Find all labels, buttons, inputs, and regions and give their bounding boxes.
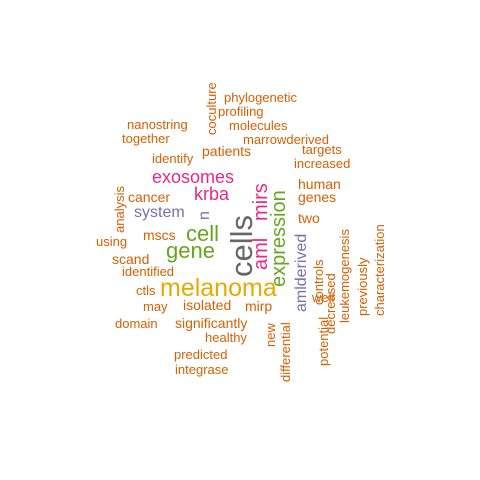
word-phylogenetic: phylogenetic [224, 90, 297, 105]
word-well: well [312, 290, 335, 305]
word-patients: patients [202, 143, 252, 159]
word-expression: expression [268, 190, 290, 287]
word-system: system [134, 204, 185, 221]
word-krba: krba [194, 184, 230, 204]
word-characterization: characterization [372, 224, 387, 316]
word-new: new [263, 323, 278, 347]
word-mscs: mscs [143, 227, 176, 243]
word-gene: gene [166, 238, 215, 263]
word-two: two [298, 210, 320, 226]
word-ctls: ctls [136, 283, 156, 298]
word-cell: cell [186, 221, 220, 246]
word-together: together [122, 131, 170, 146]
word-aml: aml [250, 237, 272, 270]
word-mirp: mirp [245, 298, 273, 314]
word-molecules: molecules [229, 118, 288, 133]
word-exosomes: exosomes [152, 167, 235, 187]
word-analysis: analysis [112, 186, 127, 233]
word-differential: differential [278, 322, 293, 382]
word-n: n [196, 211, 213, 220]
word-using: using [96, 234, 128, 249]
word-identified: identified [122, 264, 175, 279]
word-scand: scand [112, 251, 150, 267]
word-isolated: isolated [183, 297, 232, 313]
word-targets: targets [302, 142, 342, 157]
word-identify: identify [152, 151, 194, 166]
word-significantly: significantly [175, 315, 248, 331]
word-nanostring: nanostring [127, 117, 188, 132]
word-coculture: coculture [204, 82, 219, 135]
word-melanoma: melanoma [160, 274, 277, 302]
word-marrowderived: marrowderived [243, 132, 329, 147]
word-profiling: profiling [218, 104, 264, 119]
word-leukemogenesis: leukemogenesis [337, 229, 352, 323]
word-healthy: healthy [205, 330, 247, 345]
word-predicted: predicted [174, 347, 228, 362]
word-amlderived: amlderived [293, 233, 310, 312]
word-mirs: mirs [250, 183, 272, 221]
word-may: may [143, 299, 168, 314]
word-genes: genes [298, 189, 337, 205]
word-decreased: decreased [323, 273, 338, 334]
word-domain: domain [115, 316, 158, 331]
word-human: human [298, 176, 341, 192]
word-integrase: integrase [175, 362, 229, 377]
word-previously: previously [355, 257, 370, 316]
word-increased: increased [294, 156, 351, 171]
word-cancer: cancer [128, 189, 171, 205]
